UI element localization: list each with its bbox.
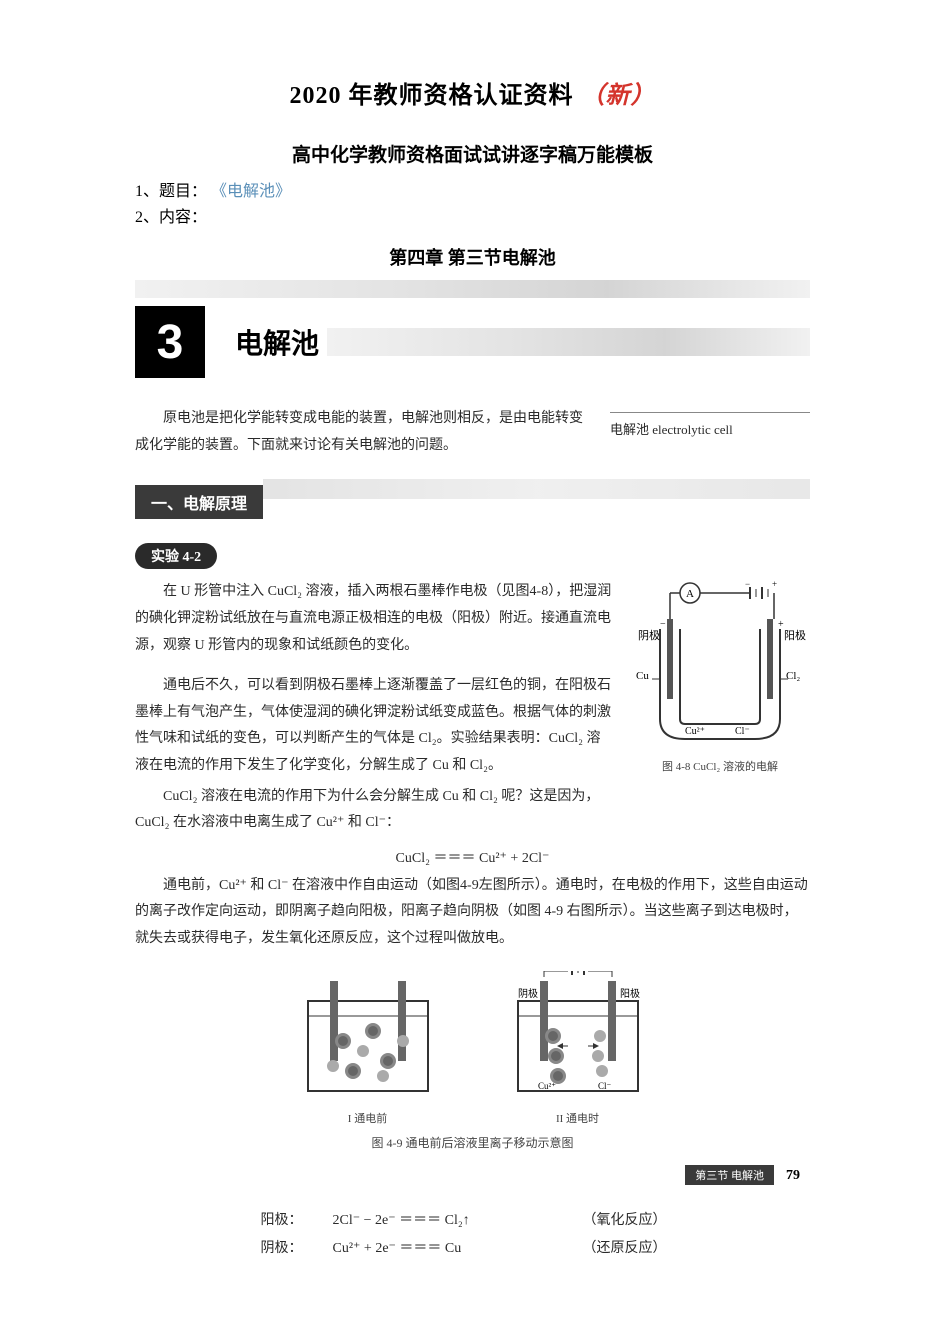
after-cl-ion: Cl⁻ [598, 1081, 612, 1091]
meta-line1-value: 《电解池》 [211, 183, 291, 200]
body-para1: 通电前，Cu²⁺ 和 Cl⁻ 在溶液中作自由运动（如图4-9左图所示）。通电时，… [135, 873, 810, 953]
cathode-label: 阴极： [243, 1235, 303, 1263]
subheading-row: 一、电解原理 [135, 459, 810, 519]
cl-ion-label: Cl⁻ [735, 726, 750, 737]
footer-page-number: 79 [786, 1168, 800, 1183]
after-cu-ion: Cu²⁺ [538, 1081, 556, 1091]
fig48-caption: 图 4-8 CuCl₂ 溶液的电解 [630, 758, 810, 774]
cathode-label: 阴极 [638, 628, 660, 642]
equation-ionization: CuCl₂ ＝＝＝ Cu²⁺ + 2Cl⁻ [135, 847, 810, 867]
experiment-para2: 通电后不久，可以看到阴极石墨棒上逐渐覆盖了一层红色的铜，在阳极石墨棒上有气泡产生… [135, 673, 612, 779]
intro-paragraph: 原电池是把化学能转变成电能的装置，电解池则相反，是由电能转变成化学能的装置。下面… [135, 406, 590, 459]
beaker-after-caption: II 通电时 [498, 1110, 658, 1126]
cathode-note: （还原反应） [583, 1235, 703, 1263]
chapter-heading: 第四章 第三节电解池 [0, 244, 945, 270]
after-cathode-label: 阴极 [518, 987, 538, 1000]
anode-equation: 2Cl⁻ − 2e⁻ ＝＝＝ Cl₂↑ [333, 1207, 553, 1235]
beaker-before-svg [288, 971, 448, 1101]
subheading: 一、电解原理 [135, 485, 263, 519]
experiment-para3: CuCl₂ 溶液在电流的作用下为什么会分解生成 Cu 和 Cl₂ 呢？这是因为，… [135, 784, 612, 837]
cu-label: Cu [636, 670, 649, 682]
experiment-para1: 在 U 形管中注入 CuCl₂ 溶液，插入两根石墨棒作电极（见图4-8），把湿润… [135, 579, 612, 659]
anode-label: 阳极： [243, 1207, 303, 1235]
meta-line1-label: 1、题目： [135, 183, 207, 200]
section-name: 电解池 [235, 322, 319, 362]
section-number-box: 3 [135, 306, 205, 378]
subtitle: 高中化学教师资格面试试讲逐字稿万能模板 [0, 140, 945, 167]
experiment-label: 实验 4-2 [135, 543, 217, 569]
term-annotation: 电解池 electrolytic cell [610, 412, 810, 459]
scanned-content: 3 电解池 原电池是把化学能转变成电能的装置，电解池则相反，是由电能转变成化学能… [135, 280, 810, 1262]
svg-text:−: − [660, 619, 666, 630]
anode-label: 阳极 [784, 628, 806, 642]
beaker-before-caption: I 通电前 [288, 1110, 448, 1126]
beaker-after: − + 阴极 阳极 Cu²⁺ Cl⁻ II [498, 971, 658, 1126]
title-main: 2020 年教师资格认证资料 [290, 83, 574, 109]
svg-text:−: − [745, 579, 750, 589]
section-number: 3 [157, 315, 184, 370]
intro-row: 原电池是把化学能转变成电能的装置，电解池则相反，是由电能转变成化学能的装置。下面… [135, 406, 810, 459]
cu-ion-label: Cu²⁺ [685, 726, 705, 737]
meta-line2: 2、内容： [135, 205, 945, 231]
page-title: 2020 年教师资格认证资料 （新） [0, 0, 945, 110]
page-footer: 第三节 电解池 79 [135, 1165, 810, 1185]
banner-texture [327, 328, 810, 356]
svg-text:+: + [778, 619, 784, 630]
electrode-reactions: 阳极： 2Cl⁻ − 2e⁻ ＝＝＝ Cl₂↑ （氧化反应） 阴极： Cu²⁺ … [135, 1207, 810, 1263]
ammeter-label: A [686, 588, 694, 600]
figure-4-8: A − + − + 阴极 阳极 Cu [630, 579, 810, 840]
section-banner: 3 电解池 [135, 306, 810, 378]
meta-block: 1、题目： 《电解池》 2、内容： [135, 179, 945, 230]
after-anode-label: 阳极 [620, 987, 640, 1000]
top-texture [135, 280, 810, 298]
title-new-tag: （新） [581, 83, 656, 109]
cl2-label: Cl₂ [786, 670, 800, 682]
svg-text:+: + [772, 579, 777, 589]
experiment-text: 在 U 形管中注入 CuCl₂ 溶液，插入两根石墨棒作电极（见图4-8），把湿润… [135, 579, 612, 840]
beaker-before: I 通电前 [288, 971, 448, 1126]
subheading-texture [263, 479, 810, 499]
figure-4-9: I 通电前 − + 阴极 阳极 [135, 971, 810, 1126]
cathode-equation: Cu²⁺ + 2e⁻ ＝＝＝ Cu [333, 1235, 553, 1263]
anode-note: （氧化反应） [583, 1207, 703, 1235]
fig49-main-caption: 图 4-9 通电前后溶液里离子移动示意图 [135, 1134, 810, 1151]
utube-diagram: A − + − + 阴极 阳极 Cu [630, 579, 810, 749]
footer-section-label: 第三节 电解池 [685, 1165, 774, 1185]
beaker-after-svg: − + 阴极 阳极 Cu²⁺ Cl⁻ [498, 971, 658, 1101]
experiment-row: 在 U 形管中注入 CuCl₂ 溶液，插入两根石墨棒作电极（见图4-8），把湿润… [135, 579, 810, 840]
